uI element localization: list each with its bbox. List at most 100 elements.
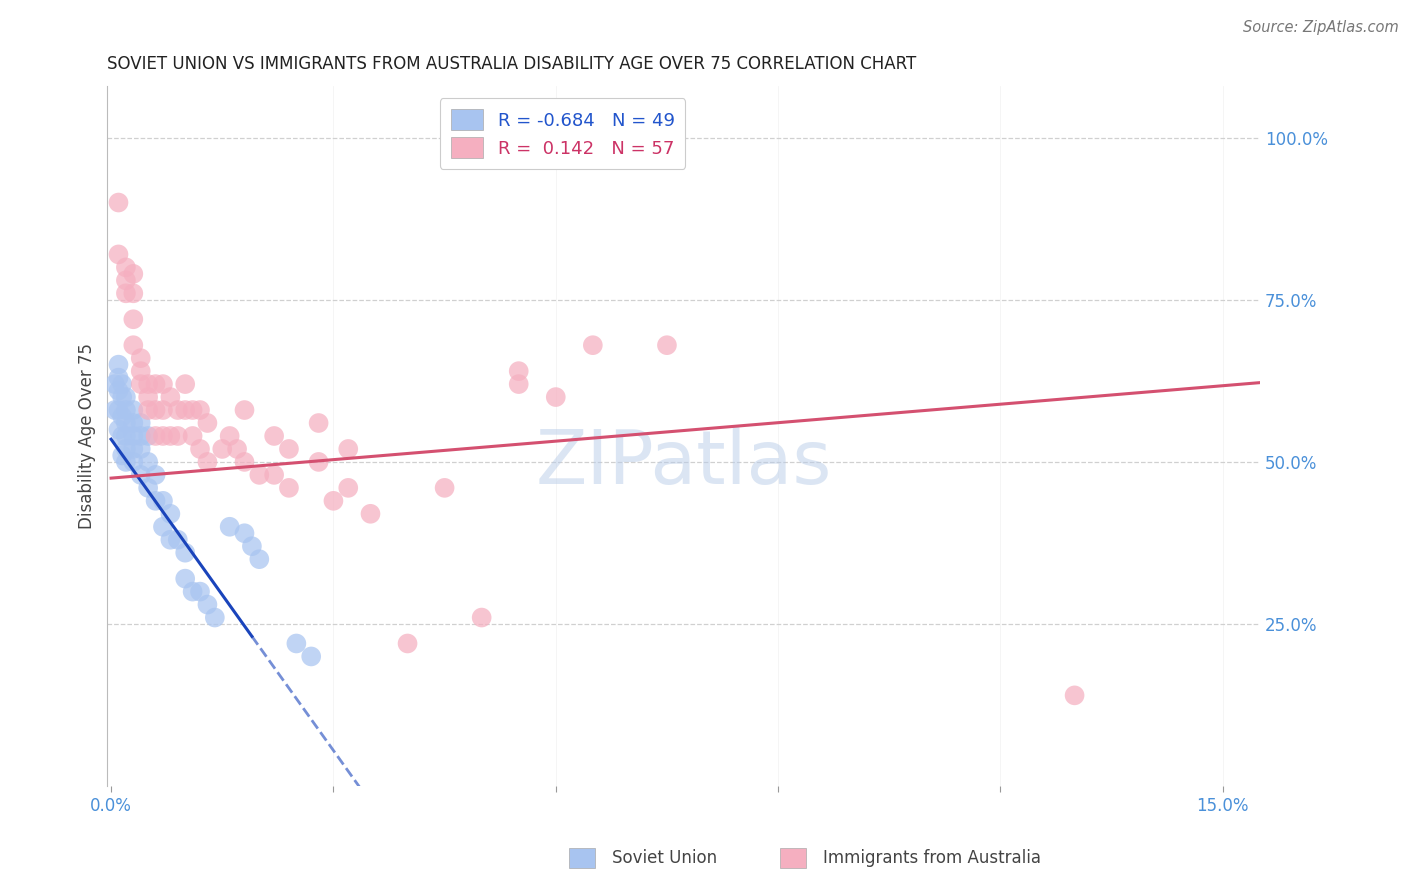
- Point: [111, 377, 134, 392]
- Point: [136, 429, 159, 443]
- Point: [655, 338, 678, 352]
- Point: [582, 338, 605, 352]
- Point: [218, 429, 240, 443]
- Point: [188, 442, 211, 456]
- Point: [115, 403, 138, 417]
- Point: [181, 584, 204, 599]
- Point: [115, 442, 138, 456]
- Point: [433, 481, 456, 495]
- Point: [129, 377, 152, 392]
- Point: [233, 455, 256, 469]
- Point: [197, 416, 219, 430]
- Point: [115, 429, 138, 443]
- Point: [122, 286, 145, 301]
- Point: [159, 533, 181, 547]
- Point: [159, 429, 181, 443]
- Point: [188, 584, 211, 599]
- Point: [166, 403, 188, 417]
- Point: [337, 481, 360, 495]
- Y-axis label: Disability Age Over 75: Disability Age Over 75: [79, 343, 96, 529]
- Point: [211, 442, 233, 456]
- Point: [181, 403, 204, 417]
- Point: [122, 267, 145, 281]
- Point: [129, 351, 152, 366]
- Point: [145, 403, 167, 417]
- Point: [122, 442, 145, 456]
- Point: [129, 467, 152, 482]
- Point: [107, 358, 129, 372]
- Point: [122, 455, 145, 469]
- Point: [233, 526, 256, 541]
- Point: [107, 403, 129, 417]
- Point: [159, 390, 181, 404]
- Point: [240, 539, 263, 553]
- Point: [152, 403, 174, 417]
- Point: [174, 377, 197, 392]
- Point: [299, 649, 322, 664]
- Point: [508, 377, 530, 392]
- Point: [145, 493, 167, 508]
- Point: [136, 481, 159, 495]
- Point: [263, 429, 285, 443]
- Text: Immigrants from Australia: Immigrants from Australia: [823, 849, 1040, 867]
- Point: [122, 429, 145, 443]
- Point: [322, 493, 344, 508]
- Point: [396, 636, 419, 650]
- Point: [181, 429, 204, 443]
- Point: [197, 598, 219, 612]
- Point: [136, 377, 159, 392]
- Point: [122, 338, 145, 352]
- Point: [166, 533, 188, 547]
- Point: [218, 520, 240, 534]
- Point: [107, 247, 129, 261]
- Point: [145, 467, 167, 482]
- Point: [111, 409, 134, 424]
- Point: [107, 195, 129, 210]
- Point: [247, 552, 270, 566]
- Point: [115, 273, 138, 287]
- Point: [122, 312, 145, 326]
- Point: [197, 455, 219, 469]
- Legend: R = -0.684   N = 49, R =  0.142   N = 57: R = -0.684 N = 49, R = 0.142 N = 57: [440, 98, 685, 169]
- Point: [115, 286, 138, 301]
- Point: [544, 390, 567, 404]
- Point: [111, 429, 134, 443]
- Point: [204, 610, 226, 624]
- Point: [111, 449, 134, 463]
- Point: [1063, 689, 1085, 703]
- Point: [136, 455, 159, 469]
- Point: [136, 390, 159, 404]
- Point: [129, 429, 152, 443]
- Point: [107, 384, 129, 398]
- Point: [104, 403, 127, 417]
- Text: Source: ZipAtlas.com: Source: ZipAtlas.com: [1243, 20, 1399, 35]
- Point: [508, 364, 530, 378]
- Point: [152, 377, 174, 392]
- Text: SOVIET UNION VS IMMIGRANTS FROM AUSTRALIA DISABILITY AGE OVER 75 CORRELATION CHA: SOVIET UNION VS IMMIGRANTS FROM AUSTRALI…: [107, 55, 917, 73]
- Text: Soviet Union: Soviet Union: [612, 849, 717, 867]
- Point: [471, 610, 494, 624]
- Point: [115, 390, 138, 404]
- Point: [278, 442, 301, 456]
- Point: [337, 442, 360, 456]
- Point: [122, 403, 145, 417]
- Point: [145, 377, 167, 392]
- Point: [233, 403, 256, 417]
- Point: [152, 493, 174, 508]
- Text: ZIPatlas: ZIPatlas: [536, 427, 832, 500]
- Point: [285, 636, 308, 650]
- Point: [278, 481, 301, 495]
- Point: [188, 403, 211, 417]
- Point: [115, 260, 138, 275]
- Point: [308, 416, 330, 430]
- Point: [360, 507, 382, 521]
- Point: [226, 442, 249, 456]
- Point: [107, 422, 129, 436]
- Point: [129, 442, 152, 456]
- Point: [152, 429, 174, 443]
- Point: [104, 377, 127, 392]
- Point: [263, 467, 285, 482]
- Point: [115, 416, 138, 430]
- Point: [136, 403, 159, 417]
- Point: [107, 370, 129, 384]
